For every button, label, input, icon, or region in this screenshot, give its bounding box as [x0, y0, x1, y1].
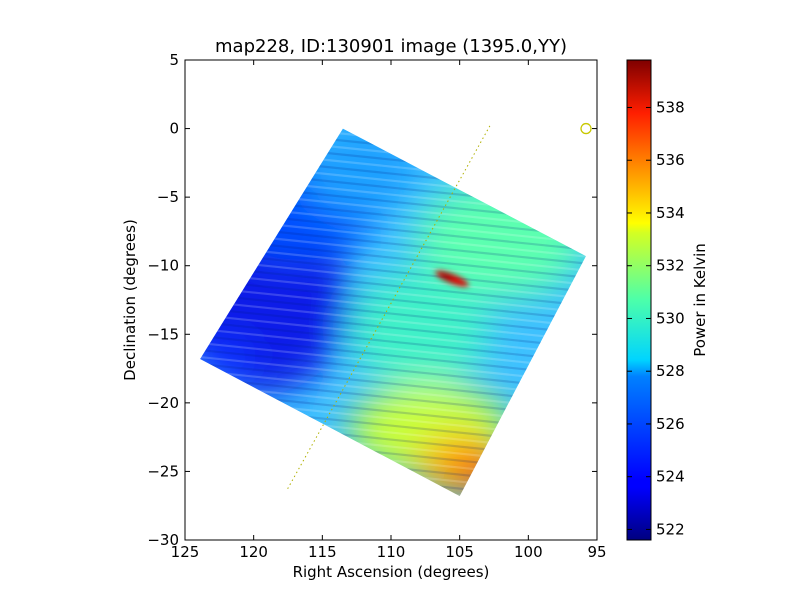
x-axis-label: Right Ascension (degrees) — [293, 563, 490, 581]
scan-stripe — [200, 283, 586, 332]
colorbar-tick-label: 534 — [656, 204, 685, 222]
colorbar-label: Power in Kelvin — [691, 243, 709, 357]
x-tick-label: 100 — [514, 543, 543, 561]
y-tick-label: −25 — [147, 462, 179, 480]
marker-circle — [580, 122, 592, 135]
x-tick-label: 105 — [445, 543, 474, 561]
y-tick-label: −5 — [157, 188, 179, 206]
y-tick-label: −20 — [147, 394, 179, 412]
y-axis-label: Declination (degrees) — [121, 219, 139, 381]
colorbar-tick-label: 538 — [656, 98, 685, 116]
x-tick-label: 125 — [171, 543, 200, 561]
colorbar-tick-label: 532 — [656, 257, 685, 275]
colorbar-tick-label: 536 — [656, 151, 685, 169]
y-tick-label: −30 — [147, 531, 179, 549]
y-axis-ticks: 5 0 −5 −10 −15 −20 −25 −30 — [147, 51, 597, 549]
y-tick-label: 5 — [169, 51, 179, 69]
hot-spot-core — [439, 272, 453, 281]
region-mid-center — [350, 270, 490, 390]
y-tick-label: 0 — [169, 120, 179, 138]
scan-stripe — [200, 276, 586, 325]
colorbar — [626, 59, 652, 541]
scan-stripe — [200, 290, 586, 339]
colorbar-tick-label: 524 — [656, 468, 685, 486]
colorbar-tick-label: 530 — [656, 309, 685, 327]
x-axis-ticks: 125 120 115 110 105 100 95 — [171, 60, 607, 561]
scan-stripe — [200, 269, 586, 318]
x-tick-label: 115 — [308, 543, 337, 561]
x-tick-label: 110 — [377, 543, 406, 561]
x-tick-label: 95 — [587, 543, 606, 561]
colorbar-tick-label: 522 — [656, 520, 685, 538]
colorbar-tick-label: 526 — [656, 415, 685, 433]
x-tick-label: 120 — [239, 543, 268, 561]
chart-title: map228, ID:130901 image (1395.0,YY) — [215, 36, 567, 57]
y-tick-label: −10 — [147, 257, 179, 275]
colorbar-tick-label: 528 — [656, 362, 685, 380]
y-tick-label: −15 — [147, 325, 179, 343]
colorbar-ticks: 522 524 526 528 530 532 534 536 538 — [627, 98, 685, 538]
